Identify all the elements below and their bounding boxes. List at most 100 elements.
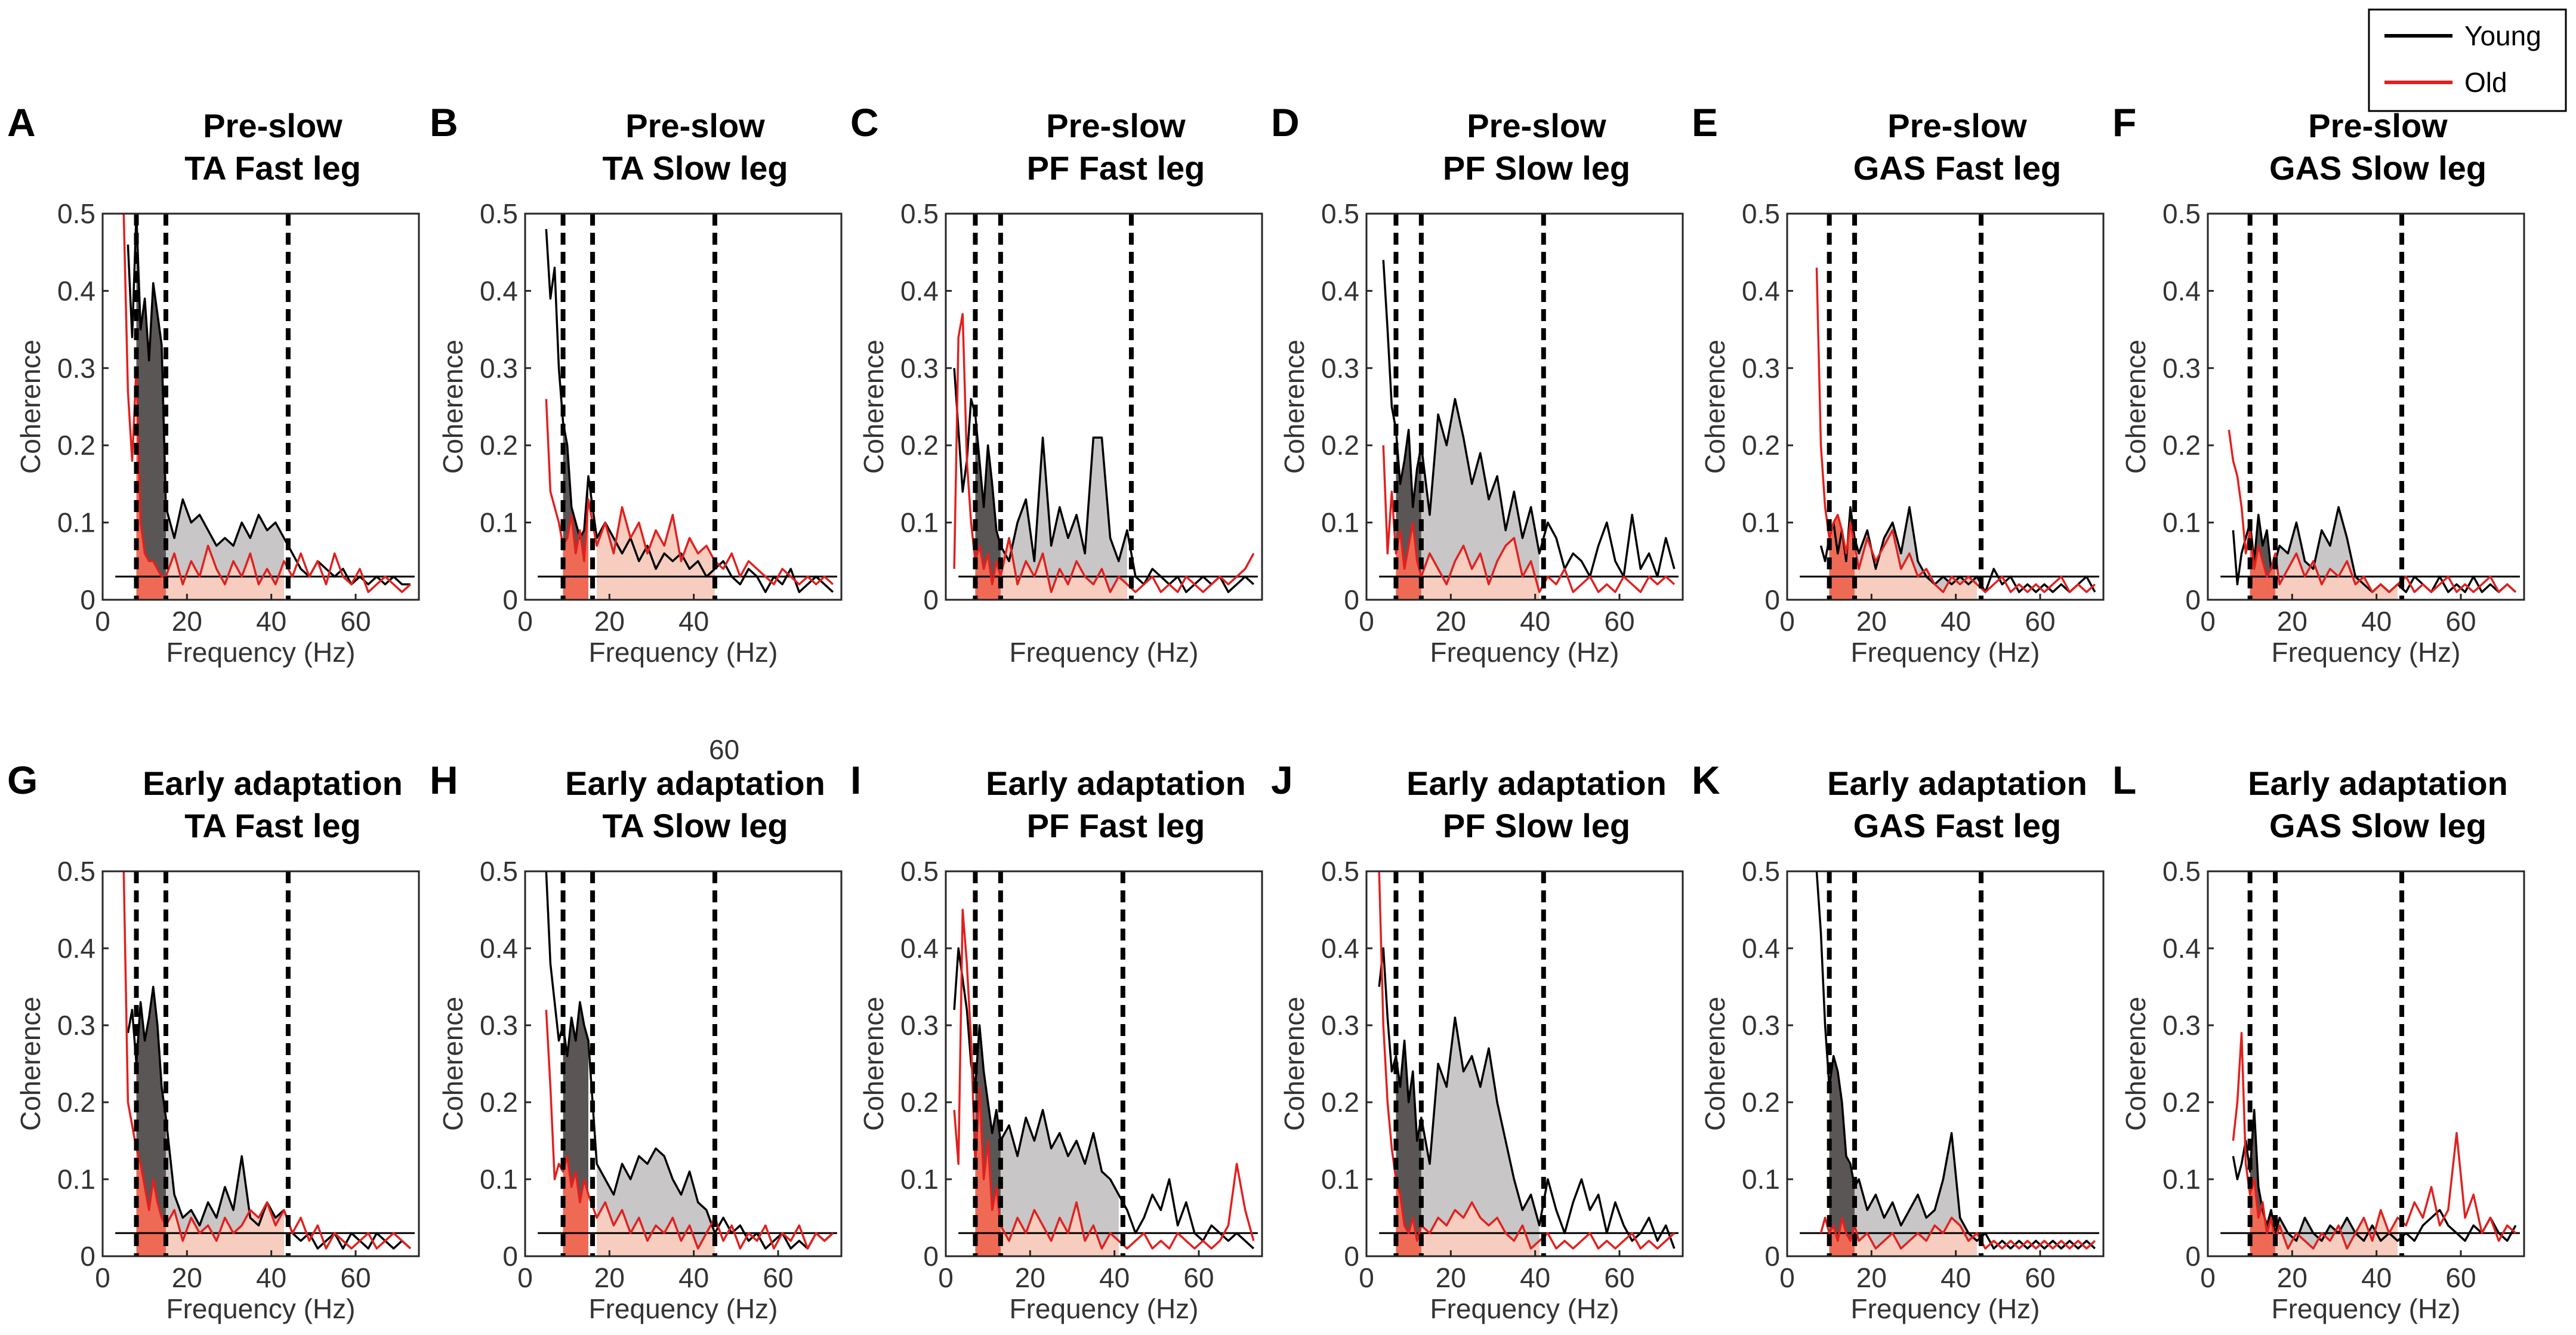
young-coherence-line bbox=[127, 985, 412, 1250]
young-coherence-line bbox=[545, 229, 834, 593]
x-axis-label: Frequency (Hz) bbox=[1851, 637, 2040, 668]
y-tick-label: 0.3 bbox=[2162, 1010, 2201, 1041]
young-area-broadband bbox=[1000, 437, 1127, 600]
panel-j: J Early adaptation PF Slow leg 0 0.1 0.2 0.3 0.… bbox=[1271, 758, 1684, 1324]
plot-area bbox=[538, 871, 837, 1256]
y-axis-label: Coherence bbox=[858, 340, 889, 474]
plot-area bbox=[538, 229, 837, 600]
x-tick-label: 20 bbox=[1436, 606, 1466, 637]
x-tick-label: 60 bbox=[763, 1262, 793, 1293]
x-tick-label: 0 bbox=[95, 606, 110, 637]
old-area-broadband bbox=[1000, 1202, 1119, 1256]
plot-area bbox=[1800, 267, 2099, 600]
y-tick-label: 0.2 bbox=[1321, 1087, 1359, 1118]
y-tick-label: 0.1 bbox=[900, 1164, 939, 1195]
x-tick-label: 20 bbox=[594, 606, 625, 637]
y-tick-label: 0.1 bbox=[57, 507, 95, 538]
old-coherence-line bbox=[1815, 267, 2096, 593]
x-tick-label: 20 bbox=[1856, 606, 1887, 637]
x-tick-label: 60 bbox=[2445, 606, 2476, 637]
axes-frame bbox=[101, 870, 420, 1257]
x-tick-label: 0 bbox=[517, 606, 533, 637]
x-tick-label: 20 bbox=[2277, 606, 2307, 637]
y-tick-label: 0.3 bbox=[1321, 1010, 1359, 1041]
y-tick-label: 0.5 bbox=[480, 198, 518, 229]
panel-letter: A bbox=[7, 100, 36, 144]
y-tick-label: 0.1 bbox=[1321, 1164, 1359, 1195]
y-tick-label: 0.3 bbox=[57, 1010, 95, 1041]
y-tick-label: 0.3 bbox=[900, 353, 939, 384]
x-tick-label: 0 bbox=[1779, 606, 1795, 637]
plot-area bbox=[953, 313, 1258, 600]
axes-frame bbox=[101, 212, 420, 601]
axes-frame bbox=[524, 212, 843, 601]
x-axis-label: Frequency (Hz) bbox=[2272, 1293, 2461, 1324]
y-tick-label: 0.5 bbox=[1321, 856, 1359, 887]
y-tick-label: 0 bbox=[1764, 1241, 1780, 1272]
y-tick-label: 0.4 bbox=[1321, 275, 1359, 306]
y-tick-label: 0.3 bbox=[1321, 353, 1359, 384]
axes-frame bbox=[524, 870, 843, 1257]
y-tick-label: 0.5 bbox=[2162, 856, 2201, 887]
old-coherence-line bbox=[1378, 871, 1676, 1250]
young-coherence-line bbox=[1382, 260, 1676, 578]
panel-b: B Pre-slow TA Slow leg 0 0.1 0.2 0.3 0.4 0.5 0 20 4… bbox=[430, 100, 843, 668]
plot-area bbox=[115, 214, 415, 600]
x-tick-label: 0 bbox=[1359, 1262, 1374, 1293]
old-area-broadband bbox=[1855, 1217, 1977, 1256]
young-coherence-line bbox=[953, 368, 1255, 593]
plot-area bbox=[115, 871, 415, 1256]
legend-box: Young Old bbox=[2368, 8, 2567, 112]
old-coherence-line bbox=[545, 1010, 834, 1250]
y-tick-label: 0.1 bbox=[2162, 507, 2201, 538]
old-coherence-line bbox=[1382, 445, 1676, 593]
panel-letter: J bbox=[1271, 758, 1293, 802]
y-axis-label: Coherence bbox=[1279, 340, 1310, 474]
y-tick-label: 0.2 bbox=[2162, 430, 2201, 461]
old-area-broadband bbox=[1855, 530, 1977, 600]
panel-title-line2: GAS Fast leg bbox=[1853, 149, 2062, 187]
y-tick-label: 0.2 bbox=[1742, 430, 1780, 461]
y-tick-label: 0.5 bbox=[1742, 856, 1780, 887]
y-tick-label: 0.2 bbox=[900, 430, 939, 461]
x-tick-label: 40 bbox=[678, 606, 709, 637]
y-axis-label: Coherence bbox=[437, 340, 468, 474]
y-axis-label: Coherence bbox=[858, 997, 889, 1131]
y-tick-label: 0 bbox=[80, 1241, 95, 1272]
plot-area bbox=[1378, 871, 1679, 1256]
panel-h: H Early adaptation TA Slow leg 0 0.1 0.2 0.3 0.… bbox=[430, 758, 843, 1324]
young-coherence-line bbox=[1378, 947, 1676, 1249]
y-tick-label: 0.2 bbox=[480, 1087, 518, 1118]
x-tick-label: 0 bbox=[1779, 1262, 1795, 1293]
y-tick-label: 0.2 bbox=[2162, 1087, 2201, 1118]
x-axis-label: Frequency (Hz) bbox=[2272, 637, 2461, 668]
y-tick-label: 0.2 bbox=[57, 1087, 95, 1118]
old-area-broadband bbox=[597, 1202, 715, 1256]
y-tick-label: 0.4 bbox=[900, 275, 939, 306]
old-area-band bbox=[563, 499, 588, 600]
axes-frame bbox=[945, 870, 1263, 1257]
y-tick-label: 0.3 bbox=[1742, 1010, 1780, 1041]
y-tick-label: 0.4 bbox=[1742, 933, 1780, 964]
y-tick-label: 0.2 bbox=[900, 1087, 939, 1118]
y-tick-label: 0.1 bbox=[57, 1164, 95, 1195]
axes-frame bbox=[1365, 870, 1684, 1257]
x-tick-label: 20 bbox=[172, 606, 202, 637]
y-tick-label: 0.1 bbox=[900, 507, 939, 538]
x-tick-label: 60 bbox=[340, 1262, 371, 1293]
y-tick-label: 0.4 bbox=[1321, 933, 1359, 964]
x-tick-label: 40 bbox=[256, 1262, 286, 1293]
plot-area bbox=[2220, 1032, 2520, 1256]
y-tick-label: 0.5 bbox=[57, 198, 95, 229]
old-coherence-line bbox=[2228, 430, 2517, 593]
y-tick-label: 0 bbox=[2185, 584, 2201, 615]
y-tick-label: 0.1 bbox=[2162, 1164, 2201, 1195]
y-axis-label: Coherence bbox=[2120, 340, 2151, 474]
y-tick-label: 0.4 bbox=[2162, 933, 2201, 964]
x-axis-label: Frequency (Hz) bbox=[1010, 1293, 1199, 1324]
y-tick-label: 0.3 bbox=[900, 1010, 939, 1041]
x-tick-label: 60 bbox=[1604, 606, 1634, 637]
x-tick-label: 40 bbox=[678, 1262, 709, 1293]
panel-title-line1: Early adaptation bbox=[1406, 764, 1667, 802]
y-tick-label: 0.4 bbox=[480, 933, 518, 964]
